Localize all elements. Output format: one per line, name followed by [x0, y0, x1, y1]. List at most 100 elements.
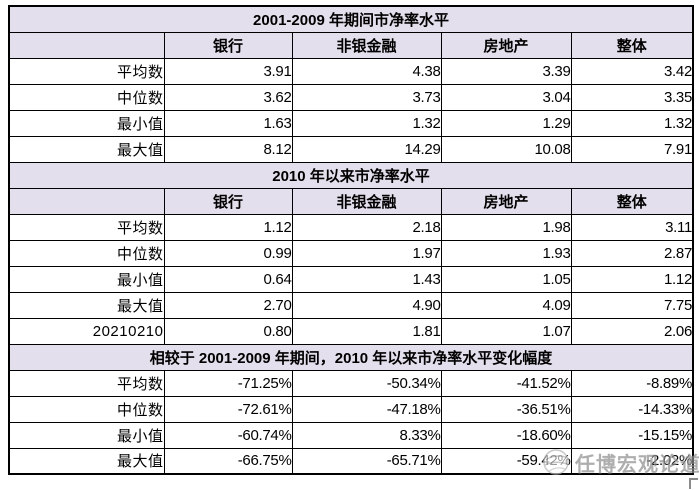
- corner-bracket-mark: [689, 478, 698, 489]
- table-row: 最大值 2.70 4.90 4.09 7.75: [8, 291, 694, 319]
- section-title: 相较于 2001-2009 年期间，2010 年以来市净率水平变化幅度: [8, 343, 694, 371]
- column-header-nonbank: 非银金融: [291, 31, 442, 59]
- cell-value: -2.02%: [570, 447, 694, 475]
- cell-value: 7.91: [570, 135, 694, 163]
- row-label: 中位数: [8, 83, 165, 111]
- cell-value: 1.93: [440, 239, 572, 267]
- cell-value: 1.98: [440, 213, 572, 241]
- cell-value: 2.06: [570, 317, 694, 345]
- column-header-blank: [8, 31, 165, 59]
- cell-value: 10.08: [440, 135, 572, 163]
- cell-value: 2.18: [291, 213, 442, 241]
- cell-value: -8.89%: [570, 369, 694, 397]
- table-row: 中位数 3.62 3.73 3.04 3.35: [8, 83, 694, 111]
- cell-value: 1.43: [291, 265, 442, 293]
- cell-value: 4.38: [291, 57, 442, 85]
- row-label: 最小值: [8, 421, 165, 449]
- cell-value: -18.60%: [440, 421, 572, 449]
- cell-value: 3.04: [440, 83, 572, 111]
- cell-value: -50.34%: [291, 369, 442, 397]
- row-label: 最大值: [8, 135, 165, 163]
- cell-value: 2.87: [570, 239, 694, 267]
- cell-value: -15.15%: [570, 421, 694, 449]
- cell-value: 3.73: [291, 83, 442, 111]
- cell-value: -60.74%: [163, 421, 293, 449]
- section-title: 2001-2009 年期间市净率水平: [8, 5, 694, 33]
- cell-value: 1.12: [163, 213, 293, 241]
- row-label: 最大值: [8, 291, 165, 319]
- table-row: 20210210 0.80 1.81 1.07 2.06: [8, 317, 694, 345]
- cell-value: 14.29: [291, 135, 442, 163]
- column-header-nonbank: 非银金融: [291, 187, 442, 215]
- cell-value: -47.18%: [291, 395, 442, 423]
- cell-value: -59.42%: [440, 447, 572, 475]
- pb-ratio-table: 2001-2009 年期间市净率水平 银行 非银金融 房地产 整体 平均数 3.…: [8, 5, 695, 475]
- table-row: 最大值 -66.75% -65.71% -59.42% -2.02%: [8, 447, 694, 475]
- column-header-overall: 整体: [570, 31, 694, 59]
- column-header-overall: 整体: [570, 187, 694, 215]
- cell-value: 0.80: [163, 317, 293, 345]
- table-row: 最大值 8.12 14.29 10.08 7.91: [8, 135, 694, 163]
- row-label: 最大值: [8, 447, 165, 475]
- cell-value: 3.39: [440, 57, 572, 85]
- row-label: 平均数: [8, 213, 165, 241]
- section-2-title-row: 2010 年以来市净率水平: [8, 161, 694, 189]
- cell-value: -65.71%: [291, 447, 442, 475]
- section-title: 2010 年以来市净率水平: [8, 161, 694, 189]
- cell-value: 1.32: [570, 109, 694, 137]
- table-row: 最小值 0.64 1.43 1.05 1.12: [8, 265, 694, 293]
- column-header-bank: 银行: [163, 31, 293, 59]
- cell-value: 0.64: [163, 265, 293, 293]
- cell-value: 1.32: [291, 109, 442, 137]
- table-row: 中位数 0.99 1.97 1.93 2.87: [8, 239, 694, 267]
- cell-value: 1.63: [163, 109, 293, 137]
- cell-value: 4.90: [291, 291, 442, 319]
- section-1-header-row: 银行 非银金融 房地产 整体: [8, 31, 694, 59]
- cell-value: 3.91: [163, 57, 293, 85]
- row-label: 中位数: [8, 395, 165, 423]
- section-1-title-row: 2001-2009 年期间市净率水平: [8, 5, 694, 33]
- cell-value: -66.75%: [163, 447, 293, 475]
- cell-value: 1.29: [440, 109, 572, 137]
- cell-value: 1.12: [570, 265, 694, 293]
- cell-value: 1.07: [440, 317, 572, 345]
- cell-value: 3.42: [570, 57, 694, 85]
- row-label: 平均数: [8, 369, 165, 397]
- cell-value: -72.61%: [163, 395, 293, 423]
- cell-value: 1.05: [440, 265, 572, 293]
- table-row: 最小值 -60.74% 8.33% -18.60% -15.15%: [8, 421, 694, 449]
- cell-value: 3.11: [570, 213, 694, 241]
- table-row: 中位数 -72.61% -47.18% -36.51% -14.33%: [8, 395, 694, 423]
- cell-value: 0.99: [163, 239, 293, 267]
- cell-value: 3.62: [163, 83, 293, 111]
- column-header-realestate: 房地产: [440, 187, 572, 215]
- table-row: 平均数 -71.25% -50.34% -41.52% -8.89%: [8, 369, 694, 397]
- row-label: 最小值: [8, 265, 165, 293]
- row-label: 中位数: [8, 239, 165, 267]
- cell-value: 8.33%: [291, 421, 442, 449]
- table-row: 平均数 3.91 4.38 3.39 3.42: [8, 57, 694, 85]
- table-row: 最小值 1.63 1.32 1.29 1.32: [8, 109, 694, 137]
- column-header-realestate: 房地产: [440, 31, 572, 59]
- cell-value: -71.25%: [163, 369, 293, 397]
- row-label: 最小值: [8, 109, 165, 137]
- cell-value: 1.97: [291, 239, 442, 267]
- pb-ratio-table-wrap: 2001-2009 年期间市净率水平 银行 非银金融 房地产 整体 平均数 3.…: [8, 5, 695, 475]
- cell-value: 3.35: [570, 83, 694, 111]
- column-header-bank: 银行: [163, 187, 293, 215]
- cell-value: 4.09: [440, 291, 572, 319]
- row-label: 20210210: [8, 317, 165, 345]
- table-row: 平均数 1.12 2.18 1.98 3.11: [8, 213, 694, 241]
- cell-value: -41.52%: [440, 369, 572, 397]
- cell-value: -14.33%: [570, 395, 694, 423]
- cell-value: 7.75: [570, 291, 694, 319]
- row-label: 平均数: [8, 57, 165, 85]
- section-3-title-row: 相较于 2001-2009 年期间，2010 年以来市净率水平变化幅度: [8, 343, 694, 371]
- cell-value: -36.51%: [440, 395, 572, 423]
- section-2-header-row: 银行 非银金融 房地产 整体: [8, 187, 694, 215]
- cell-value: 8.12: [163, 135, 293, 163]
- cell-value: 2.70: [163, 291, 293, 319]
- cell-value: 1.81: [291, 317, 442, 345]
- column-header-blank: [8, 187, 165, 215]
